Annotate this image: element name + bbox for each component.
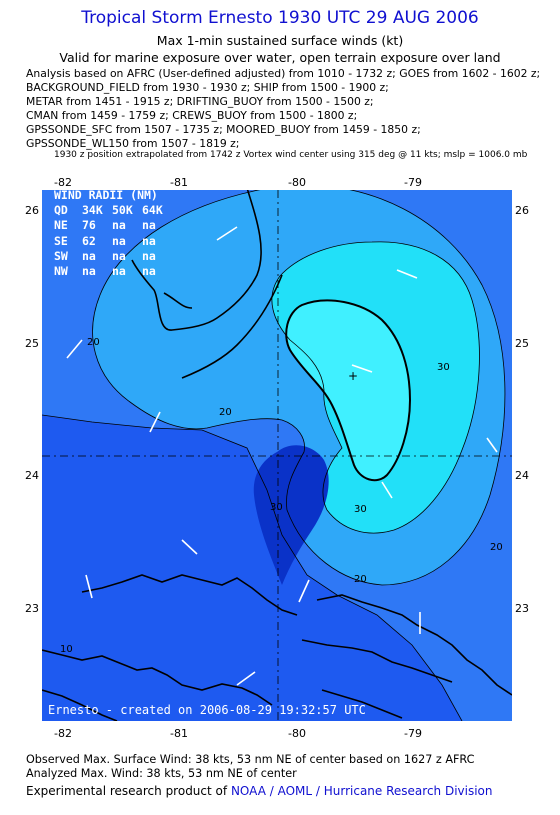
wind-radii-row: SW na na na <box>54 249 163 264</box>
lon-tick-top-3: -80 <box>288 176 306 189</box>
position-note: 1930 z position extrapolated from 1742 z… <box>54 150 528 160</box>
radii-64k: na <box>142 233 156 248</box>
wind-field-map: + 20 20 20 20 30 30 30 10 <box>42 190 512 721</box>
contour-label: 20 <box>354 574 367 585</box>
lon-tick-bottom-1: -82 <box>54 727 72 740</box>
lon-tick-bottom-4: -79 <box>404 727 422 740</box>
lat-tick-right-2: 25 <box>515 337 529 350</box>
max-wind-marker: + <box>348 369 358 383</box>
radii-quadrant: NE <box>54 218 68 233</box>
radii-64k: na <box>142 264 156 279</box>
radii-64k: na <box>142 218 156 233</box>
radii-header-64k: 64K <box>142 203 163 218</box>
lon-tick-top-1: -82 <box>54 176 72 189</box>
analysis-line-4: CMAN from 1459 - 1759 z; CREWS_BUOY from… <box>26 109 358 122</box>
hrd-link[interactable]: NOAA / AOML / Hurricane Research Divisio… <box>230 784 493 798</box>
contour-label: 30 <box>354 504 367 515</box>
analysis-line-3: METAR from 1451 - 1915 z; DRIFTING_BUOY … <box>26 95 374 108</box>
lon-tick-top-2: -81 <box>170 176 188 189</box>
radii-header-50k: 50K <box>112 203 133 218</box>
lat-tick-left-1: 26 <box>25 204 39 217</box>
wind-radii-table: WIND RADII (NM) QD 34K 50K 64K NE 76 na na SE 6… <box>54 188 163 279</box>
radii-50k: na <box>112 233 126 248</box>
analyzed-max-wind: Analyzed Max. Wind: 38 kts, 53 nm NE of … <box>26 767 297 780</box>
subtitle-max-winds: Max 1-min sustained surface winds (kt) <box>156 33 404 48</box>
band-core <box>286 300 410 481</box>
contour-20 <box>92 190 506 586</box>
lat-tick-right-1: 26 <box>515 204 529 217</box>
observed-max-wind: Observed Max. Surface Wind: 38 kts, 53 n… <box>26 753 475 766</box>
radii-quadrant: SW <box>54 248 68 263</box>
contour-label: 20 <box>490 542 503 553</box>
analysis-line-6: GPSSONDE_WL150 from 1507 - 1819 z; <box>26 137 240 150</box>
analysis-line-5: GPSSONDE_SFC from 1507 - 1735 z; MOORED_… <box>26 123 421 136</box>
center-core <box>253 445 329 585</box>
radii-50k: na <box>112 248 126 263</box>
page-title: Tropical Storm Ernesto 1930 UTC 29 AUG 2… <box>81 8 479 28</box>
lat-tick-left-4: 23 <box>25 602 39 615</box>
wind-vectors <box>66 226 498 686</box>
coastlines <box>42 190 512 721</box>
contour-label: 30 <box>437 362 450 373</box>
lat-tick-left-2: 25 <box>25 337 39 350</box>
wind-field-svg: + 20 20 20 20 30 30 30 10 <box>42 190 512 721</box>
lon-tick-top-4: -79 <box>404 176 422 189</box>
radii-34k: 76 <box>82 218 96 233</box>
subtitle-exposure: Valid for marine exposure over water, op… <box>59 50 501 65</box>
radii-quadrant: SE <box>54 233 68 248</box>
wind-radii-header: QD 34K 50K 64K <box>54 203 163 218</box>
lat-tick-right-4: 23 <box>515 602 529 615</box>
wind-radii-row: NW na na na <box>54 264 163 279</box>
analysis-line-1: Analysis based on AFRC (User-defined adj… <box>26 67 541 80</box>
experimental-prefix: Experimental research product of <box>26 784 228 798</box>
contour-label: 20 <box>87 337 100 348</box>
lat-tick-right-3: 24 <box>515 469 529 482</box>
radii-header-34k: 34K <box>82 203 103 218</box>
radii-header-qd: QD <box>54 203 68 218</box>
analysis-line-2: BACKGROUND_FIELD from 1930 - 1930 z; SHI… <box>26 81 389 94</box>
radii-34k: na <box>82 248 96 263</box>
radii-quadrant: NW <box>54 264 68 279</box>
wind-radii-row: SE 62 na na <box>54 234 163 249</box>
radii-34k: na <box>82 264 96 279</box>
radii-50k: na <box>112 218 126 233</box>
experimental-note: Experimental research product of NOAA / … <box>26 784 493 798</box>
contour-label: 20 <box>219 407 232 418</box>
radii-34k: 62 <box>82 233 96 248</box>
radii-50k: na <box>112 264 126 279</box>
map-credit: Ernesto - created on 2006-08-29 19:32:57… <box>48 703 366 717</box>
contour-label: 10 <box>60 644 73 655</box>
wind-radii-title: WIND RADII (NM) <box>54 188 158 202</box>
lon-tick-bottom-3: -80 <box>288 727 306 740</box>
wind-radii-row: NE 76 na na <box>54 218 163 233</box>
contour-core <box>285 299 412 482</box>
contour-30 <box>271 241 480 534</box>
radii-64k: na <box>142 248 156 263</box>
contour-label: 30 <box>270 502 283 513</box>
lon-tick-bottom-2: -81 <box>170 727 188 740</box>
lat-tick-left-3: 24 <box>25 469 39 482</box>
